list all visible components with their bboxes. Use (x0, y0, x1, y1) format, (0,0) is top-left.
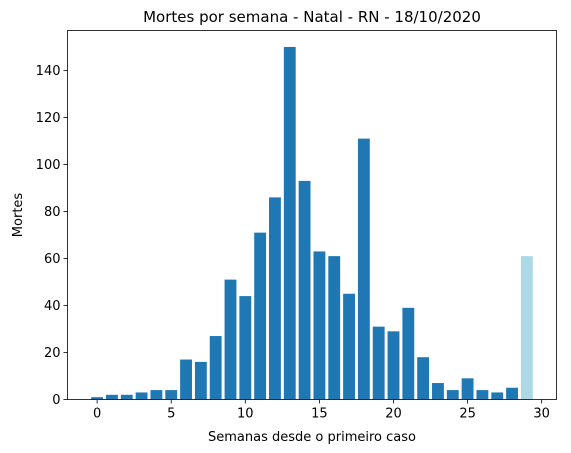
bar-week-2 (120, 394, 133, 400)
bar-week-13 (283, 46, 296, 400)
bar-week-16 (328, 256, 341, 400)
bar-week-17 (343, 293, 355, 400)
bar-week-4 (150, 390, 163, 400)
bar-week-19 (372, 326, 385, 400)
bar-week-3 (135, 392, 148, 400)
bar-week-0 (91, 397, 104, 400)
bars-group (91, 46, 533, 400)
x-tick-label: 0 (93, 407, 101, 422)
y-tick-label: 80 (44, 205, 61, 220)
y-tick-label: 20 (44, 346, 61, 361)
bar-week-15 (313, 251, 326, 400)
x-tick-label: 10 (237, 407, 254, 422)
plot-frame (67, 30, 557, 400)
y-tick-label: 100 (36, 158, 61, 173)
bar-week-14 (298, 180, 311, 400)
x-tick-label: 30 (533, 407, 550, 422)
bar-week-28 (506, 387, 518, 400)
bar-week-23 (432, 383, 444, 400)
x-tick-label: 15 (311, 407, 328, 422)
bar-week-10 (239, 296, 252, 400)
bar-week-22 (417, 357, 430, 400)
y-tick-label: 0 (52, 393, 60, 408)
x-axis-label: Semanas desde o primeiro caso (208, 430, 416, 445)
chart-title: Mortes por semana - Natal - RN - 18/10/2… (143, 8, 481, 26)
y-tick-label: 60 (44, 252, 61, 267)
y-tick-label: 140 (36, 64, 61, 79)
bar-week-29 (520, 256, 533, 400)
bar-week-5 (165, 390, 178, 400)
bar-week-21 (402, 307, 415, 400)
y-tick-label: 40 (44, 299, 61, 314)
bar-week-7 (194, 361, 207, 400)
x-tick-label: 5 (167, 407, 175, 422)
y-axis-ticks: 0 20 40 60 80 100 120 140 (36, 64, 68, 408)
x-axis-ticks: 0 5 10 15 20 25 30 (93, 399, 550, 422)
bar-week-6 (180, 359, 192, 400)
x-tick-label: 25 (459, 407, 476, 422)
x-tick-label: 20 (385, 407, 402, 422)
bar-week-26 (476, 390, 489, 400)
bar-week-12 (269, 197, 281, 400)
bar-week-8 (209, 336, 222, 400)
y-tick-label: 120 (36, 111, 61, 126)
bar-week-27 (491, 392, 504, 400)
bar-week-11 (254, 232, 267, 400)
y-axis-label: Mortes (11, 193, 26, 238)
bar-week-18 (357, 138, 370, 400)
bar-week-24 (446, 390, 459, 400)
bar-week-9 (224, 279, 237, 400)
bar-week-1 (106, 394, 118, 400)
bar-week-20 (387, 331, 400, 400)
bar-week-25 (461, 378, 474, 400)
